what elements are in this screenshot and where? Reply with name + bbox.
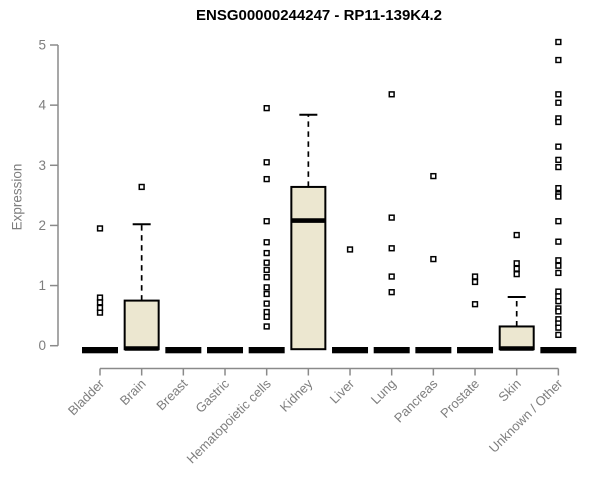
outlier-point [555, 56, 562, 64]
x-tick-label: Lung [368, 376, 399, 407]
outlier-point [263, 290, 270, 298]
box-rect [290, 185, 327, 351]
outlier-point [388, 273, 395, 280]
outlier-point [555, 238, 562, 245]
box-rect [123, 299, 160, 351]
collapsed-box-bar [248, 347, 285, 354]
collapsed-box-bar [540, 347, 577, 354]
outlier-point [263, 313, 270, 320]
collapsed-box-bar [457, 347, 494, 354]
outlier-point [388, 245, 395, 252]
outlier-point [555, 99, 562, 106]
outlier-point [513, 270, 520, 278]
y-tick-label: 1 [38, 278, 46, 293]
outlier-point [471, 301, 479, 308]
y-tick-label: 5 [38, 38, 46, 53]
outlier-point [138, 183, 145, 191]
y-tick-label: 0 [38, 338, 46, 353]
outlier-point [430, 255, 437, 263]
outlier-point [430, 172, 437, 180]
outlier-point [263, 218, 270, 225]
outlier-point [263, 249, 270, 257]
x-tick-label: Kidney [277, 376, 316, 415]
y-axis-title: Expression [9, 163, 25, 231]
outlier-point [555, 91, 562, 98]
outlier-point [555, 118, 562, 126]
x-tick-label: Breast [153, 376, 190, 413]
outlier-point [555, 308, 562, 315]
outlier-point [346, 246, 354, 253]
outlier-point [263, 259, 270, 266]
outlier-point [513, 260, 520, 267]
outlier-point [388, 91, 395, 98]
box-rect [498, 325, 535, 351]
outlier-point [263, 239, 270, 246]
outlier-point [555, 193, 562, 200]
collapsed-box-bar [332, 347, 369, 354]
outlier-point [555, 143, 562, 150]
outlier-point [388, 214, 395, 221]
outlier-point [96, 299, 104, 306]
collapsed-box-bar [415, 347, 452, 354]
y-tick-label: 3 [38, 158, 46, 173]
outlier-point [263, 300, 270, 307]
outlier-point [263, 175, 270, 183]
outlier-point [388, 289, 395, 296]
x-tick-label: Unknown / Other [486, 376, 566, 456]
outlier-point [263, 159, 270, 166]
x-tick-label: Prostate [437, 376, 482, 421]
collapsed-box-bar [207, 347, 244, 354]
x-tick-label: Brain [117, 376, 149, 408]
outlier-point [263, 284, 270, 291]
outlier-point [263, 323, 270, 330]
outlier-point [555, 184, 562, 192]
x-tick-label: Skin [495, 376, 523, 404]
x-tick-label: Gastric [192, 376, 232, 416]
outlier-point [555, 262, 562, 269]
outlier-point [263, 273, 270, 281]
outlier-point [263, 266, 270, 274]
x-tick-label: Pancreas [391, 376, 441, 426]
outlier-point [555, 298, 562, 305]
outlier-point [96, 225, 104, 232]
chart-title: ENSG00000244247 - RP11-139K4.2 [195, 7, 442, 24]
outlier-point [96, 309, 104, 316]
outlier-point [555, 218, 562, 225]
outlier-point [555, 257, 562, 264]
outlier-point [513, 265, 520, 272]
outlier-point [513, 231, 520, 239]
outlier-point [555, 38, 562, 46]
x-tick-label: Bladder [65, 376, 108, 419]
y-tick-label: 2 [38, 218, 46, 233]
outlier-point [555, 269, 562, 277]
outlier-point [555, 324, 562, 331]
outlier-point [263, 104, 270, 112]
y-tick-label: 4 [38, 98, 46, 113]
collapsed-box-bar [82, 347, 118, 354]
outlier-point [471, 273, 479, 280]
outlier-point [555, 331, 562, 339]
collapsed-box-bar [373, 347, 410, 354]
outlier-point [555, 156, 562, 164]
outlier-point [555, 163, 562, 171]
outlier-point [471, 278, 479, 286]
x-tick-label: Liver [327, 376, 358, 407]
collapsed-box-bar [165, 347, 202, 354]
